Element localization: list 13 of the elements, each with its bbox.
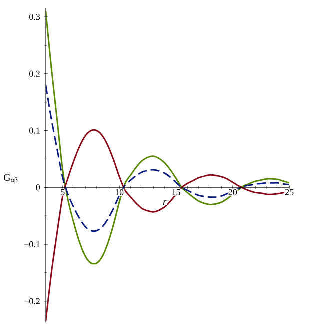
y-tick-label: 0.2 [30, 70, 40, 77]
y-tick-label: 0.1 [30, 128, 40, 134]
x-axis-title: r [163, 200, 167, 206]
x-tick-label: 25 [286, 189, 294, 196]
x-tick-label: 20 [228, 189, 238, 196]
y-tick-label: −0.1 [24, 241, 40, 248]
x-tick-label: 10 [116, 189, 124, 196]
y-axis-title: G$_{αβ}$ [4, 174, 18, 184]
x-tick-label: 15 [172, 189, 180, 196]
y-tick-label: 0.3 [30, 14, 40, 20]
x-tick-label: 5 [61, 189, 65, 196]
y-tick-label: −0.2 [24, 298, 40, 304]
y-tick-label: 0 [36, 184, 40, 191]
